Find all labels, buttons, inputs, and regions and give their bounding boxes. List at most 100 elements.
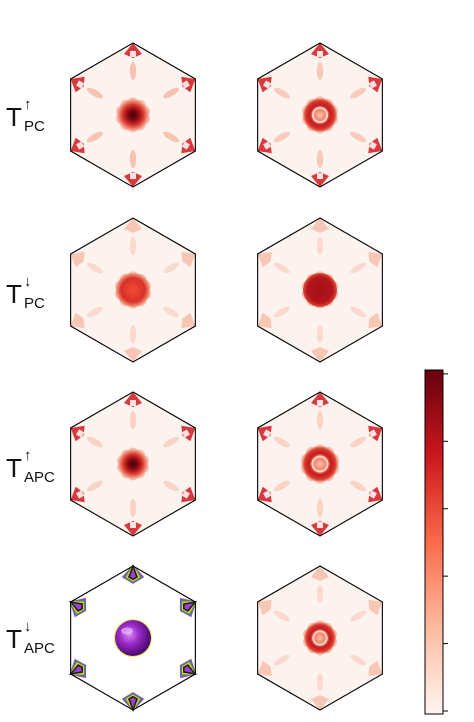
corner-streak xyxy=(129,62,137,80)
corner-streak xyxy=(316,673,324,691)
corner-pocket-shape xyxy=(257,312,272,329)
center-pocket xyxy=(114,271,152,309)
corner-pocket-shape xyxy=(311,43,329,58)
row-label-spin: ↑ xyxy=(24,447,32,464)
corner-streak xyxy=(273,610,290,622)
corner-pocket xyxy=(368,312,383,329)
corner-pocket-shape xyxy=(124,521,142,536)
corner-pocket-shape xyxy=(311,695,329,710)
sphere-outline xyxy=(114,619,152,657)
corner-streak xyxy=(273,131,290,143)
corner-pocket-highlight xyxy=(263,141,272,150)
corner-pocket xyxy=(181,137,196,154)
corner-pocket-shape xyxy=(181,312,196,329)
corner-pocket-highlight xyxy=(263,80,272,89)
corner-pocket-highlight xyxy=(317,522,323,528)
corner-pocket xyxy=(311,43,329,58)
corner-pocket xyxy=(368,76,383,93)
corner-pocket-highlight xyxy=(76,429,85,438)
corner-pocket xyxy=(311,347,329,362)
corner-pocket-shape xyxy=(311,218,329,233)
corner-pocket xyxy=(257,486,272,503)
corner-pocket xyxy=(70,251,85,268)
panel-row4-left xyxy=(68,563,198,713)
corner-pocket-highlight xyxy=(181,141,190,150)
corner-pocket-layer xyxy=(128,695,138,713)
center-disc xyxy=(302,446,338,482)
corner-streak xyxy=(86,87,103,99)
corner-streak xyxy=(129,499,137,517)
corner-pocket-layer xyxy=(182,664,198,676)
corner-streak xyxy=(350,480,367,492)
corner-streak xyxy=(350,654,367,666)
center-pocket xyxy=(301,96,339,134)
corner-pocket-shape xyxy=(257,660,272,677)
corner-pocket xyxy=(70,76,85,93)
corner-pocket xyxy=(368,425,383,442)
hexagon-edge xyxy=(257,217,383,363)
corner-pocket-layer xyxy=(68,664,84,676)
center-pocket xyxy=(300,444,340,484)
corner-streak xyxy=(86,306,103,318)
corner-pocket xyxy=(368,599,383,616)
corner-pocket xyxy=(368,486,383,503)
corner-pocket xyxy=(124,218,142,233)
panel-row2-right xyxy=(257,217,383,363)
corner-streak xyxy=(273,480,290,492)
corner-streak xyxy=(316,237,324,255)
hexagon-edge xyxy=(70,217,196,363)
center-inner-ring xyxy=(311,455,329,473)
corner-pocket-shape xyxy=(311,392,329,407)
corner-pocket xyxy=(121,692,145,713)
corner-streak xyxy=(163,436,180,448)
corner-pocket xyxy=(311,172,329,187)
hexagon-edge xyxy=(257,565,383,711)
corner-pocket xyxy=(257,599,272,616)
sphere-body xyxy=(115,620,151,656)
corner-streak xyxy=(129,325,137,343)
corner-streak xyxy=(350,306,367,318)
corner-pocket xyxy=(181,486,196,503)
corner-streak xyxy=(273,306,290,318)
corner-pocket-layer xyxy=(182,600,198,612)
corner-pocket xyxy=(311,695,329,710)
center-disc xyxy=(118,449,148,479)
center-disc xyxy=(304,622,336,654)
center-inner-ring xyxy=(312,630,328,646)
panel-row1-left xyxy=(70,42,196,188)
center-disc xyxy=(303,98,337,132)
corner-streak xyxy=(350,610,367,622)
corner-streak xyxy=(163,87,180,99)
corner-pocket xyxy=(311,521,329,536)
corner-streak xyxy=(273,654,290,666)
corner-pocket-shape xyxy=(311,347,329,362)
row-label-symbol: T xyxy=(6,453,22,483)
corner-streak xyxy=(273,87,290,99)
corner-streak xyxy=(316,150,324,168)
corner-streak xyxy=(86,131,103,143)
corner-pocket-shape xyxy=(368,599,383,616)
corner-streak xyxy=(316,499,324,517)
panel-grid xyxy=(68,42,383,713)
corner-pocket xyxy=(124,172,142,187)
row-label-2: T ↓ PC xyxy=(6,274,64,320)
center-inner-ring xyxy=(311,106,329,124)
corner-pocket-highlight xyxy=(368,429,377,438)
corner-pocket-highlight xyxy=(130,51,136,57)
corner-pocket-highlight xyxy=(76,141,85,150)
corner-pocket-highlight xyxy=(130,522,136,528)
corner-pocket-highlight xyxy=(317,173,323,179)
corner-pocket-highlight xyxy=(317,51,323,57)
corner-pocket xyxy=(368,137,383,154)
colorbar-ticks xyxy=(443,373,448,712)
corner-pocket xyxy=(181,425,196,442)
corner-streak xyxy=(163,131,180,143)
corner-pocket-shape xyxy=(311,566,329,581)
panel-row3-right xyxy=(257,391,383,537)
corner-pocket xyxy=(179,597,198,618)
corner-pocket-shape xyxy=(311,521,329,536)
corner-streak xyxy=(316,325,324,343)
corner-pocket xyxy=(124,392,142,407)
corner-pocket xyxy=(257,312,272,329)
panel-row4-right xyxy=(257,565,383,711)
